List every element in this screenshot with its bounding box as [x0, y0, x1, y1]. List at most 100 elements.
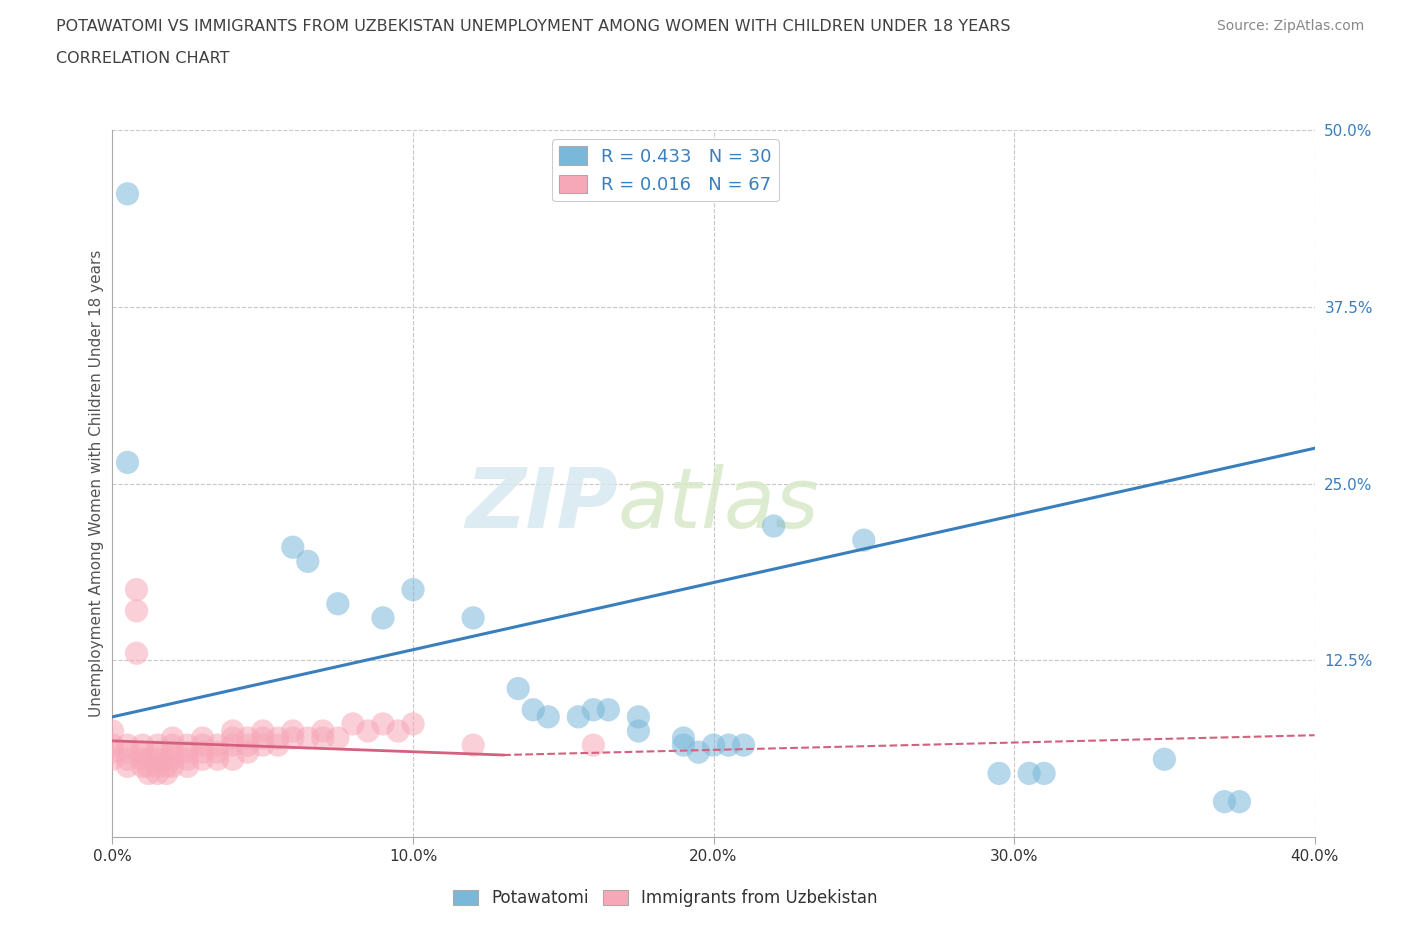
Point [357, 724, 380, 738]
Point [101, 737, 124, 752]
Point [138, 751, 160, 766]
Point [326, 596, 349, 611]
Point [207, 745, 229, 760]
Point [191, 745, 214, 760]
Point [1018, 766, 1040, 781]
Point [297, 731, 319, 746]
Point [312, 731, 335, 746]
Point [146, 745, 169, 760]
Point [988, 766, 1011, 781]
Point [717, 737, 740, 752]
Point [312, 724, 335, 738]
Point [461, 737, 484, 752]
Point [146, 759, 169, 774]
Point [371, 716, 394, 731]
Y-axis label: Unemployment Among Women with Children Under 18 years: Unemployment Among Women with Children U… [89, 250, 104, 717]
Point [125, 604, 148, 618]
Point [627, 710, 650, 724]
Point [125, 645, 148, 660]
Point [508, 681, 530, 696]
Point [252, 737, 274, 752]
Point [162, 737, 184, 752]
Point [138, 766, 160, 781]
Point [326, 731, 349, 746]
Point [131, 737, 153, 752]
Point [176, 759, 198, 774]
Point [342, 716, 364, 731]
Point [146, 737, 169, 752]
Point [191, 751, 214, 766]
Point [461, 610, 484, 625]
Point [582, 702, 605, 717]
Point [281, 724, 304, 738]
Point [176, 737, 198, 752]
Point [155, 759, 177, 774]
Point [155, 751, 177, 766]
Point [222, 737, 245, 752]
Point [582, 737, 605, 752]
Point [762, 519, 785, 534]
Point [1033, 766, 1056, 781]
Legend: Potawatomi, Immigrants from Uzbekistan: Potawatomi, Immigrants from Uzbekistan [447, 883, 884, 913]
Point [125, 582, 148, 597]
Point [162, 751, 184, 766]
Point [101, 745, 124, 760]
Point [191, 737, 214, 752]
Point [117, 186, 139, 201]
Point [101, 724, 124, 738]
Point [117, 759, 139, 774]
Point [117, 751, 139, 766]
Point [117, 745, 139, 760]
Point [688, 745, 710, 760]
Point [138, 759, 160, 774]
Point [162, 759, 184, 774]
Point [155, 766, 177, 781]
Point [522, 702, 544, 717]
Point [222, 731, 245, 746]
Point [1153, 751, 1175, 766]
Point [131, 751, 153, 766]
Point [207, 751, 229, 766]
Point [131, 745, 153, 760]
Point [672, 731, 695, 746]
Text: Source: ZipAtlas.com: Source: ZipAtlas.com [1216, 19, 1364, 33]
Point [402, 716, 425, 731]
Point [236, 731, 259, 746]
Point [191, 731, 214, 746]
Point [267, 737, 290, 752]
Point [236, 745, 259, 760]
Point [222, 751, 245, 766]
Point [281, 731, 304, 746]
Point [702, 737, 725, 752]
Point [236, 737, 259, 752]
Point [267, 731, 290, 746]
Point [537, 710, 560, 724]
Point [162, 745, 184, 760]
Point [672, 737, 695, 752]
Point [567, 710, 589, 724]
Point [252, 724, 274, 738]
Text: atlas: atlas [617, 464, 820, 545]
Point [222, 724, 245, 738]
Point [371, 610, 394, 625]
Point [146, 751, 169, 766]
Point [1229, 794, 1251, 809]
Point [117, 455, 139, 470]
Point [627, 724, 650, 738]
Point [176, 751, 198, 766]
Point [176, 745, 198, 760]
Point [387, 724, 409, 738]
Point [117, 737, 139, 752]
Point [207, 737, 229, 752]
Point [281, 539, 304, 554]
Point [101, 751, 124, 766]
Text: ZIP: ZIP [465, 464, 617, 545]
Text: CORRELATION CHART: CORRELATION CHART [56, 51, 229, 66]
Point [131, 759, 153, 774]
Point [733, 737, 755, 752]
Point [598, 702, 620, 717]
Point [252, 731, 274, 746]
Point [162, 731, 184, 746]
Point [402, 582, 425, 597]
Text: POTAWATOMI VS IMMIGRANTS FROM UZBEKISTAN UNEMPLOYMENT AMONG WOMEN WITH CHILDREN : POTAWATOMI VS IMMIGRANTS FROM UZBEKISTAN… [56, 19, 1011, 33]
